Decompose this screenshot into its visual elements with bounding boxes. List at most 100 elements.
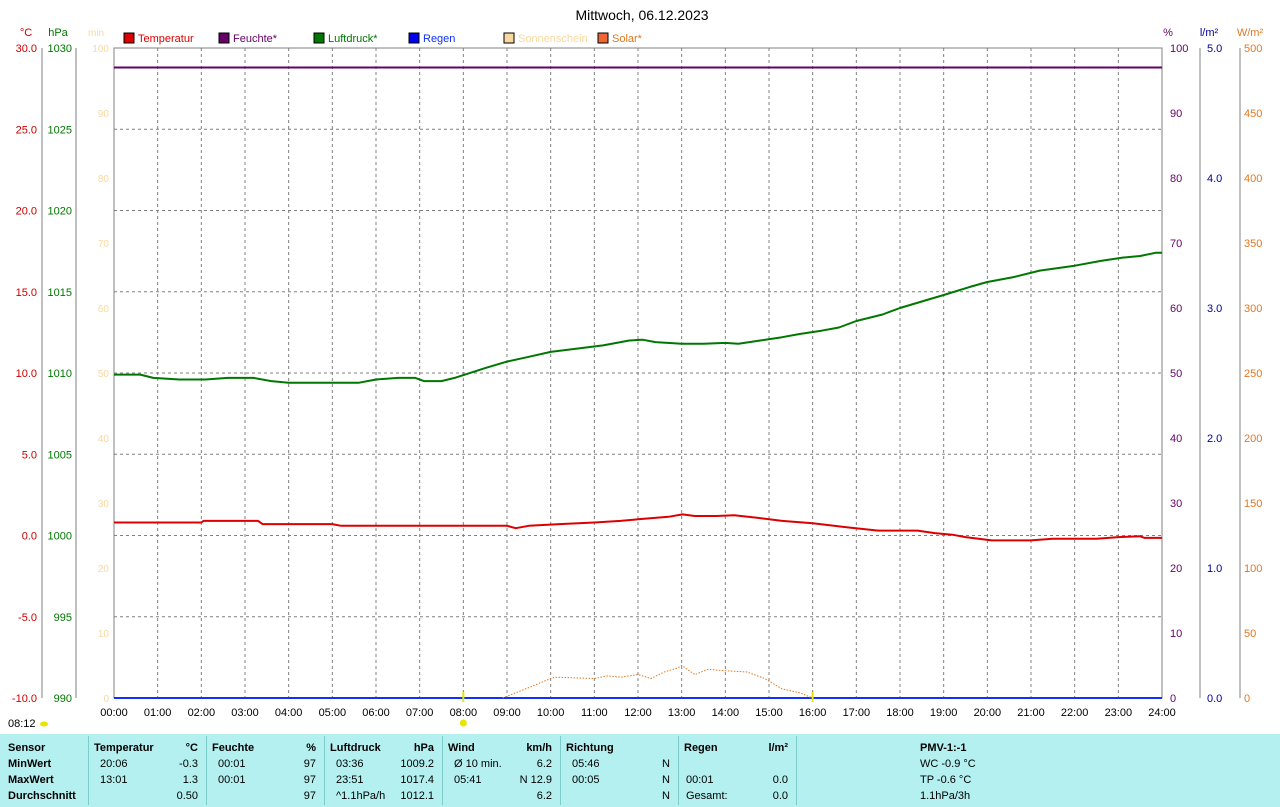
tick-label-humidity: 30 xyxy=(1170,498,1182,510)
row-label: Durchschnitt xyxy=(8,790,76,802)
tick-label-pressure: 1025 xyxy=(48,124,72,136)
unit-label-humidity: % xyxy=(1163,27,1173,39)
wind-label: 05:41 xyxy=(454,774,482,786)
unit-label-solar: W/m² xyxy=(1237,27,1264,39)
header-pressure: Luftdruck xyxy=(330,742,381,754)
legend-label: Feuchte* xyxy=(233,33,278,45)
statistics-table: Sensor Temperatur °C Feuchte% Luftdruck hPa Wi… xyxy=(0,734,1280,807)
tick-label-time: 13:00 xyxy=(668,707,696,719)
unit-label-temp: °C xyxy=(20,27,32,39)
tick-label-solar: 0 xyxy=(1244,693,1250,705)
legend-label: Regen xyxy=(423,33,455,45)
tick-label-solar: 350 xyxy=(1244,238,1262,250)
rain-time: Gesamt: xyxy=(686,790,728,802)
column-separator xyxy=(324,736,325,805)
tick-label-time: 21:00 xyxy=(1017,707,1045,719)
tick-label-time: 23:00 xyxy=(1105,707,1133,719)
wind-value: 6.2 xyxy=(536,790,552,802)
header-humidity-unit: % xyxy=(306,742,316,754)
header-pmv: PMV-1:-1 xyxy=(920,742,967,754)
humidity-time: 00:01 xyxy=(218,774,246,786)
pressure-value: 1012.1 xyxy=(400,790,434,802)
column-separator xyxy=(560,736,561,805)
tick-label-solar: 100 xyxy=(1244,563,1262,575)
tick-label-sunshine: 70 xyxy=(98,239,110,250)
tick-label-temp: 20.0 xyxy=(16,206,37,218)
pmv-value: 1.1hPa/3h xyxy=(920,790,971,802)
tick-label-humidity: 60 xyxy=(1170,303,1182,315)
tick-label-temp: 15.0 xyxy=(16,287,37,299)
tick-label-sunshine: 0 xyxy=(103,694,109,705)
tick-label-pressure: 1030 xyxy=(48,43,72,55)
tick-label-time: 12:00 xyxy=(624,707,652,719)
tick-label-time: 01:00 xyxy=(144,707,172,719)
sunrise-dot xyxy=(459,719,467,727)
tick-label-solar: 200 xyxy=(1244,433,1262,445)
legend-label: Sonnenschein xyxy=(518,33,588,45)
tick-label-humidity: 90 xyxy=(1170,108,1182,120)
row-label: MaxWert xyxy=(8,774,54,786)
tick-label-rain: 1.0 xyxy=(1207,563,1222,575)
tick-label-solar: 150 xyxy=(1244,498,1262,510)
tick-label-time: 18:00 xyxy=(886,707,914,719)
tick-label-humidity: 50 xyxy=(1170,368,1182,380)
axes: 30.025.020.015.010.05.00.0-5.0-10.010301… xyxy=(12,27,1264,719)
legend-label: Temperatur xyxy=(138,33,194,45)
legend-swatch xyxy=(123,32,135,44)
column-separator xyxy=(678,736,679,805)
tick-label-time: 08:00 xyxy=(450,707,478,719)
temp-time: 20:06 xyxy=(100,758,128,770)
tick-label-sunshine: 50 xyxy=(98,369,110,380)
tick-label-rain: 0.0 xyxy=(1207,693,1222,705)
header-temperature: Temperatur xyxy=(94,742,154,754)
tick-label-time: 15:00 xyxy=(755,707,783,719)
grid xyxy=(113,47,1163,699)
tick-label-solar: 400 xyxy=(1244,173,1262,185)
tick-label-time: 19:00 xyxy=(930,707,958,719)
legend-label: Solar* xyxy=(612,33,643,45)
tick-label-solar: 50 xyxy=(1244,628,1256,640)
tick-label-solar: 300 xyxy=(1244,303,1262,315)
tick-label-pressure: 1000 xyxy=(48,531,72,543)
sunrise-icon xyxy=(40,721,48,727)
legend-swatch xyxy=(503,32,515,44)
header-direction: Richtung xyxy=(566,742,614,754)
humidity-value: 97 xyxy=(303,790,316,802)
series-line xyxy=(114,513,1162,542)
tick-label-pressure: 995 xyxy=(54,612,72,624)
header-sensor: Sensor xyxy=(8,742,46,754)
tick-label-time: 22:00 xyxy=(1061,707,1089,719)
unit-label-pressure: hPa xyxy=(48,27,68,39)
tick-label-temp: 5.0 xyxy=(22,449,37,461)
tick-label-pressure: 990 xyxy=(54,693,72,705)
legend-swatch xyxy=(597,32,609,44)
tick-label-temp: -5.0 xyxy=(18,612,37,624)
tick-label-temp: 0.0 xyxy=(22,531,37,543)
sunrise-label: 08:12 xyxy=(8,718,36,730)
tick-label-time: 04:00 xyxy=(275,707,303,719)
header-pressure-unit: hPa xyxy=(413,742,434,754)
legend-swatch xyxy=(313,32,325,44)
direction-value: N xyxy=(662,758,670,770)
tick-label-solar: 500 xyxy=(1244,43,1262,55)
column-separator xyxy=(796,736,797,805)
pressure-value: 1009.2 xyxy=(400,758,434,770)
tick-label-humidity: 10 xyxy=(1170,628,1182,640)
legend: Temperatur Feuchte* Luftdruck* Regen Sonnens… xyxy=(123,32,643,45)
chart-title: Mittwoch, 06.12.2023 xyxy=(575,7,708,23)
pressure-time: 03:36 xyxy=(336,758,364,770)
tick-label-time: 14:00 xyxy=(712,707,740,719)
tick-label-time: 02:00 xyxy=(188,707,216,719)
tick-label-pressure: 1020 xyxy=(48,206,72,218)
tick-label-time: 10:00 xyxy=(537,707,565,719)
unit-label-sunshine: min xyxy=(88,28,104,39)
tick-label-time: 05:00 xyxy=(319,707,347,719)
row-label: MinWert xyxy=(8,758,52,770)
tick-label-temp: 10.0 xyxy=(16,368,37,380)
wind-value: 6.2 xyxy=(536,758,552,770)
tick-label-time: 00:00 xyxy=(100,707,128,719)
tick-label-humidity: 20 xyxy=(1170,563,1182,575)
tick-label-humidity: 70 xyxy=(1170,238,1182,250)
tick-label-pressure: 1010 xyxy=(48,368,72,380)
series-layer xyxy=(114,66,1162,699)
